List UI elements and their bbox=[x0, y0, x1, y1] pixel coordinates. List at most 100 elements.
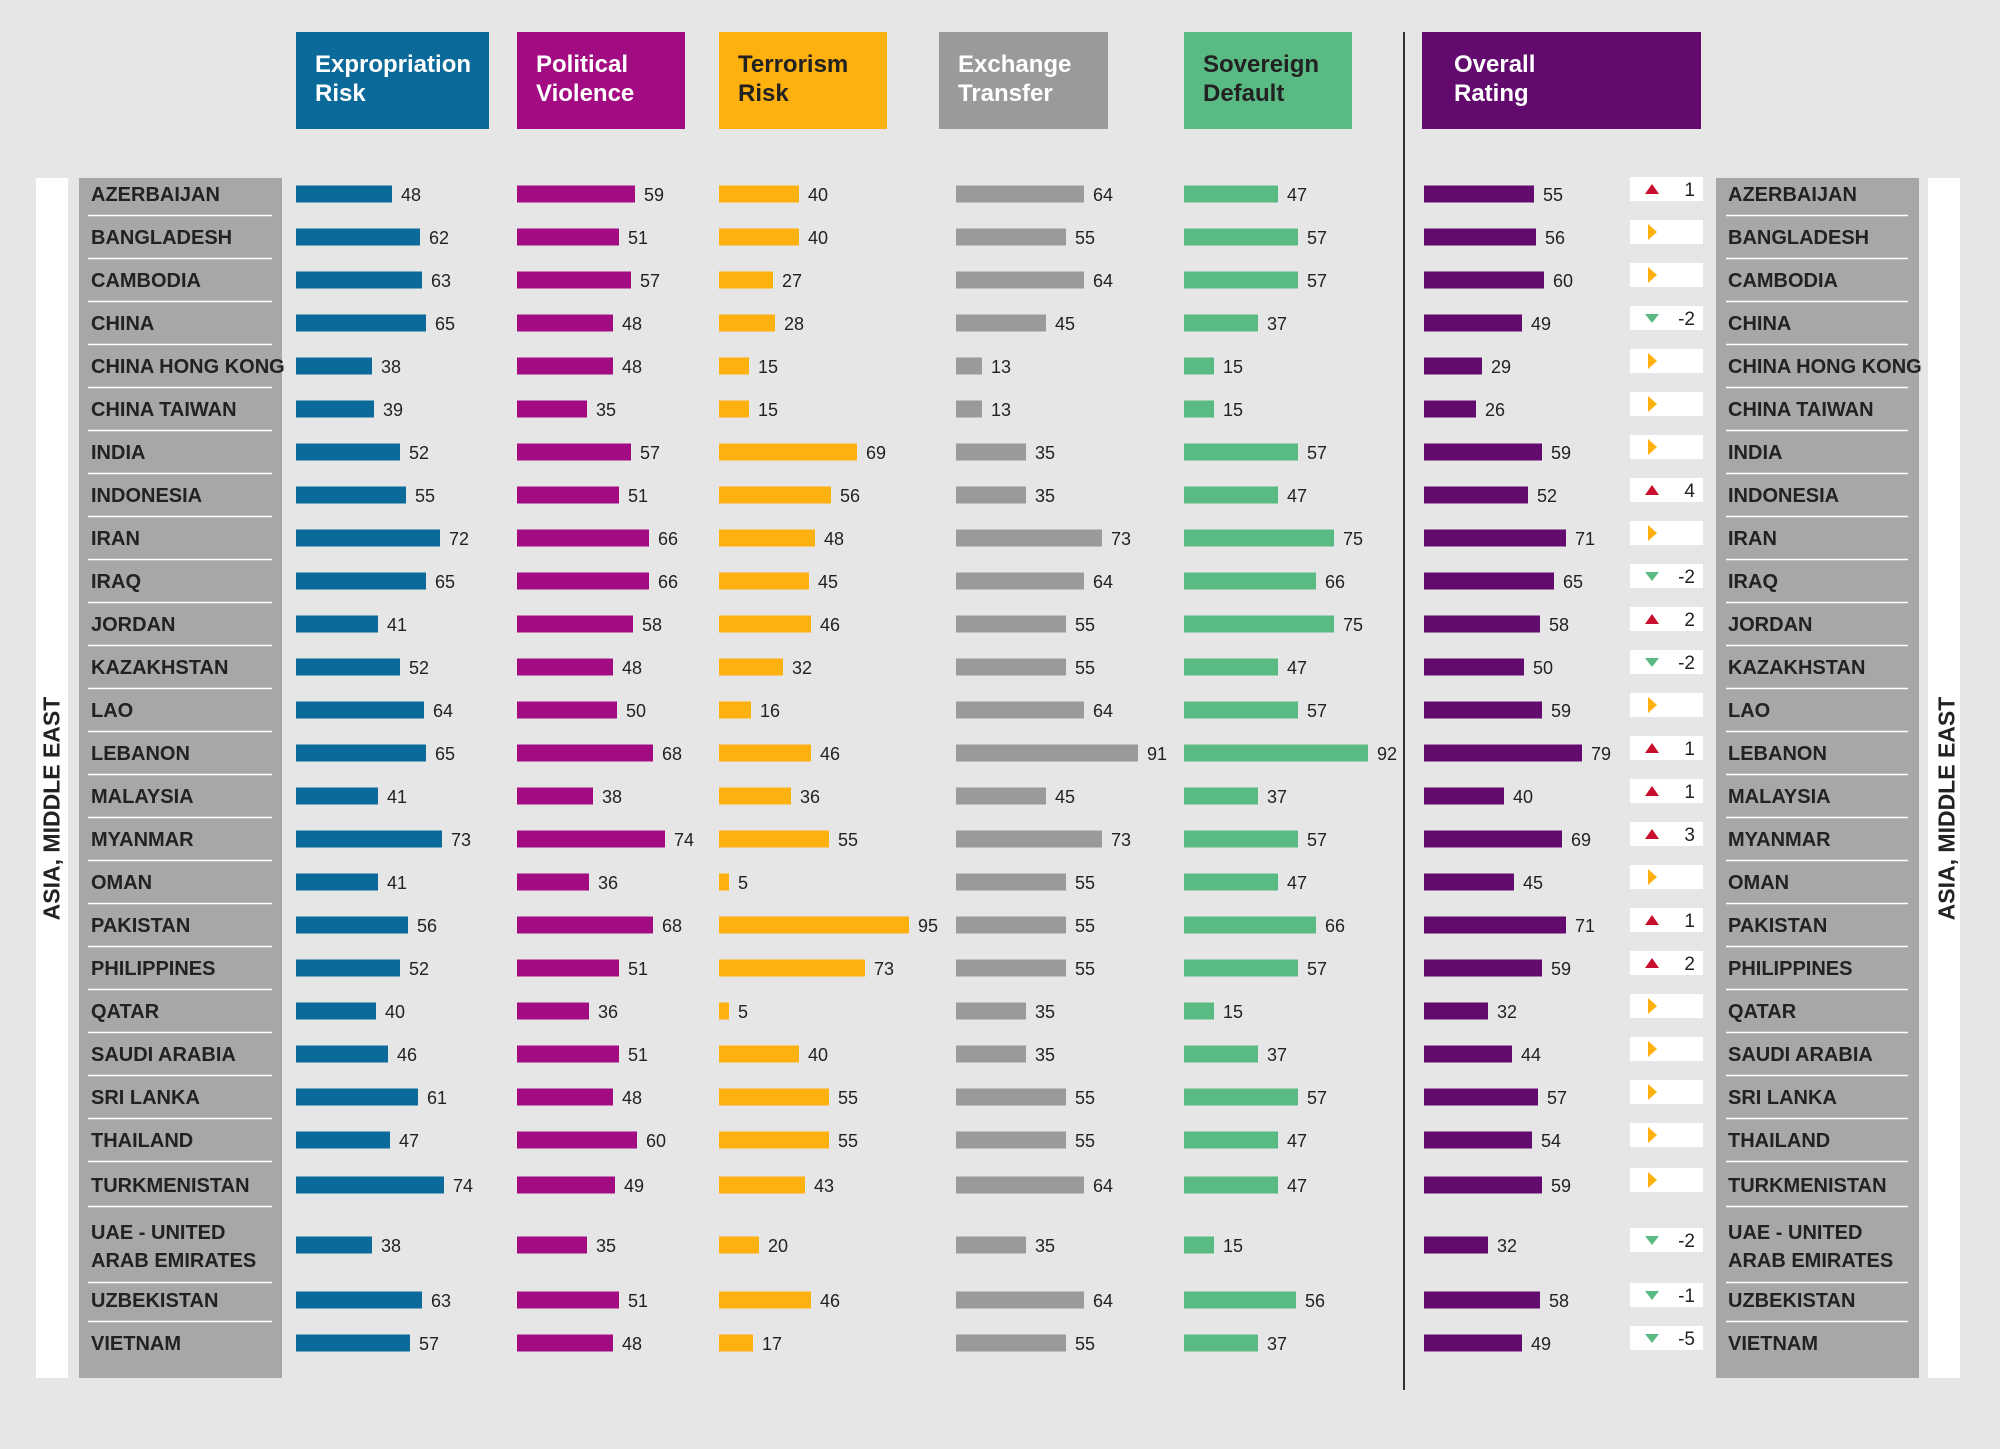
bar-value-label: 74 bbox=[453, 1176, 473, 1196]
bar-value-label: 75 bbox=[1343, 615, 1363, 635]
bar bbox=[956, 400, 982, 418]
country-label-left: UZBEKISTAN bbox=[91, 1290, 218, 1312]
bar-value-label: 40 bbox=[808, 1045, 828, 1065]
bar-value-label: 52 bbox=[409, 443, 429, 463]
country-label-right: VIETNAM bbox=[1728, 1333, 1818, 1355]
rating-change-label: 1 bbox=[1684, 180, 1695, 201]
bar-value-label: 13 bbox=[991, 400, 1011, 420]
rating-change-box bbox=[1630, 1123, 1703, 1147]
bar bbox=[1424, 1002, 1488, 1020]
bar-value-label: 55 bbox=[1543, 185, 1563, 205]
bar bbox=[517, 1002, 589, 1020]
bar-value-label: 59 bbox=[1551, 1176, 1571, 1196]
bar-value-label: 48 bbox=[622, 314, 642, 334]
bar-value-label: 56 bbox=[1545, 228, 1565, 248]
bar bbox=[1424, 400, 1476, 418]
bar-value-label: 56 bbox=[840, 486, 860, 506]
country-label-right: ARAB EMIRATES bbox=[1728, 1250, 1893, 1272]
country-label-left: IRAQ bbox=[91, 571, 141, 593]
bar bbox=[517, 787, 593, 805]
bar-value-label: 39 bbox=[383, 400, 403, 420]
bar-value-label: 41 bbox=[387, 787, 407, 807]
bar-value-label: 32 bbox=[792, 658, 812, 678]
bar-value-label: 59 bbox=[1551, 959, 1571, 979]
bar bbox=[956, 572, 1084, 590]
rating-change-box bbox=[1630, 521, 1703, 545]
bar bbox=[719, 357, 749, 375]
arrow-right-icon bbox=[1648, 869, 1657, 885]
bar bbox=[1424, 271, 1544, 289]
arrow-right-icon bbox=[1648, 1172, 1657, 1188]
rating-change-box bbox=[1630, 865, 1703, 889]
bar bbox=[1184, 830, 1298, 848]
bar-value-label: 47 bbox=[1287, 486, 1307, 506]
rating-change-box bbox=[1630, 1283, 1703, 1307]
arrow-right-icon bbox=[1648, 1084, 1657, 1100]
bar bbox=[956, 615, 1066, 633]
country-label-right: CHINA HONG KONG bbox=[1728, 356, 1922, 378]
bar-value-label: 66 bbox=[658, 529, 678, 549]
bar-value-label: 55 bbox=[1075, 916, 1095, 936]
bar-value-label: 44 bbox=[1521, 1045, 1541, 1065]
rating-change-box bbox=[1630, 349, 1703, 373]
bar bbox=[719, 228, 799, 246]
bar bbox=[517, 959, 619, 977]
bar-value-label: 73 bbox=[874, 959, 894, 979]
arrow-down-icon bbox=[1645, 1236, 1659, 1245]
bar bbox=[1424, 1088, 1538, 1106]
bar-value-label: 55 bbox=[1075, 1131, 1095, 1151]
bar-value-label: 57 bbox=[1547, 1088, 1567, 1108]
country-label-left: INDIA bbox=[91, 442, 145, 464]
bar bbox=[1424, 572, 1554, 590]
bar-value-label: 15 bbox=[758, 400, 778, 420]
bar-value-label: 35 bbox=[1035, 486, 1055, 506]
country-label-right: CHINA TAIWAN bbox=[1728, 399, 1874, 421]
bar bbox=[1184, 787, 1258, 805]
bar-value-label: 92 bbox=[1377, 744, 1397, 764]
rating-change-box bbox=[1630, 306, 1703, 330]
bar-value-label: 63 bbox=[431, 1291, 451, 1311]
bar bbox=[1424, 873, 1514, 891]
bar bbox=[517, 1131, 637, 1149]
bar-value-label: 71 bbox=[1575, 916, 1595, 936]
bar-value-label: 32 bbox=[1497, 1002, 1517, 1022]
bar bbox=[517, 873, 589, 891]
bar bbox=[517, 228, 619, 246]
bar-value-label: 40 bbox=[1513, 787, 1533, 807]
rating-change-box bbox=[1630, 220, 1703, 244]
bar-value-label: 64 bbox=[1093, 271, 1113, 291]
bar-value-label: 46 bbox=[820, 744, 840, 764]
bar bbox=[517, 1236, 587, 1254]
bar-value-label: 51 bbox=[628, 959, 648, 979]
bar bbox=[296, 185, 392, 203]
bar-value-label: 55 bbox=[1075, 1088, 1095, 1108]
bar-value-label: 65 bbox=[435, 744, 455, 764]
country-label-left: AZERBAIJAN bbox=[91, 184, 220, 206]
bar bbox=[719, 1236, 759, 1254]
bar-value-label: 55 bbox=[415, 486, 435, 506]
bar bbox=[517, 1088, 613, 1106]
bar-value-label: 48 bbox=[622, 1334, 642, 1354]
bar bbox=[956, 1236, 1026, 1254]
bar-value-label: 29 bbox=[1491, 357, 1511, 377]
rating-change-box bbox=[1630, 1037, 1703, 1061]
country-label-left: SAUDI ARABIA bbox=[91, 1044, 236, 1066]
bar bbox=[296, 228, 420, 246]
bar bbox=[296, 1088, 418, 1106]
country-label-left: CAMBODIA bbox=[91, 270, 201, 292]
country-label-right: UZBEKISTAN bbox=[1728, 1290, 1855, 1312]
country-label-right: UAE - UNITED bbox=[1728, 1222, 1862, 1244]
bar bbox=[1424, 443, 1542, 461]
rating-change-label: -5 bbox=[1678, 1329, 1695, 1350]
bar-value-label: 57 bbox=[1307, 830, 1327, 850]
bar bbox=[1184, 314, 1258, 332]
bar-value-label: 79 bbox=[1591, 744, 1611, 764]
bar bbox=[719, 185, 799, 203]
bar-value-label: 73 bbox=[451, 830, 471, 850]
bar-value-label: 60 bbox=[1553, 271, 1573, 291]
bar bbox=[1424, 1236, 1488, 1254]
bar bbox=[517, 744, 653, 762]
rating-change-box bbox=[1630, 822, 1703, 846]
country-label-left: VIETNAM bbox=[91, 1333, 181, 1355]
bar bbox=[956, 1088, 1066, 1106]
